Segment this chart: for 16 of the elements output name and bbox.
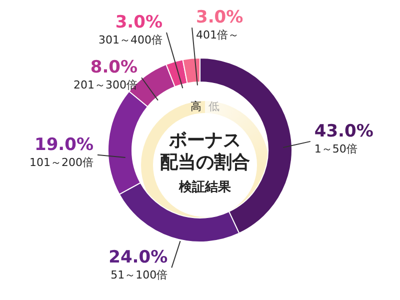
data-label: 3.0% — [115, 12, 162, 32]
slice-label: 101～200倍 — [29, 156, 94, 169]
data-label: 8.0% — [90, 58, 138, 78]
slice-label: 401倍～ — [196, 28, 240, 42]
text: 高 — [190, 100, 202, 113]
slice-label: 301～400倍 — [98, 33, 162, 46]
data-label: 43.0% — [314, 121, 374, 142]
slice-label: 51～100倍 — [110, 268, 168, 282]
slice-label: 1～50倍 — [314, 142, 358, 156]
data-label: 24.0% — [108, 248, 168, 268]
text: 低 — [208, 100, 220, 113]
data-label: 19.0% — [34, 134, 94, 155]
text: 検証結果 — [178, 179, 232, 195]
text: ボーナス配当の割合 — [160, 130, 250, 173]
slice-label: 201～300倍 — [74, 78, 138, 92]
data-label: 3.0% — [196, 8, 244, 28]
